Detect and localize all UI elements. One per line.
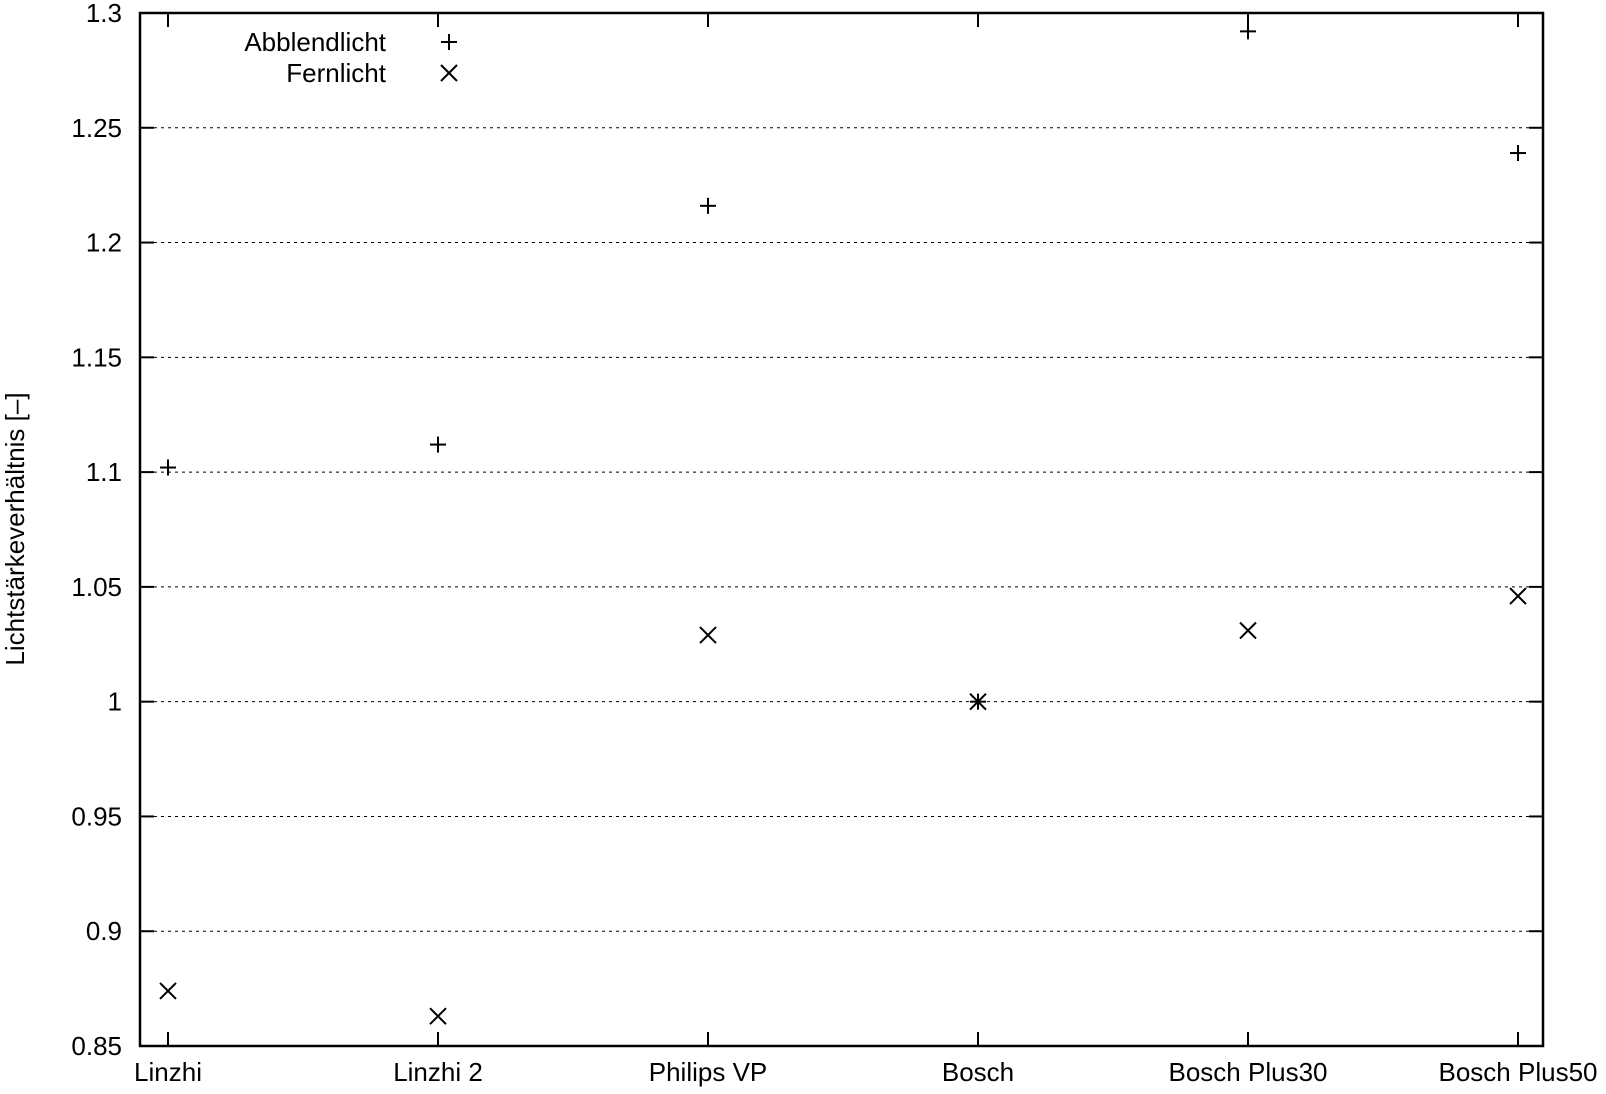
y-tick-label: 0.85	[71, 1031, 122, 1061]
data-point-abblendlicht	[700, 197, 716, 214]
legend-marker-fernlicht	[440, 64, 458, 82]
y-tick-label: 0.9	[86, 916, 122, 946]
x-tick-label: Philips VP	[649, 1057, 768, 1087]
x-tick-label: Linzhi	[134, 1057, 202, 1087]
data-point-fernlicht	[159, 982, 177, 1000]
y-tick-label: 1.15	[71, 342, 122, 372]
x-tick-label: Bosch	[942, 1057, 1014, 1087]
y-axis-title: Lichtstärkeverhältnis [–]	[0, 392, 30, 665]
data-point-fernlicht	[1509, 587, 1527, 605]
y-tick-label: 1.3	[86, 0, 122, 28]
legend-marker-abblendlicht	[441, 34, 457, 50]
data-point-fernlicht	[429, 1007, 447, 1025]
data-point-fernlicht	[1239, 621, 1257, 640]
legend-label-abblendlicht: Abblendlicht	[244, 27, 386, 57]
y-tick-label: 1	[108, 687, 122, 717]
y-tick-label: 1.25	[71, 113, 122, 143]
data-point-abblendlicht	[430, 436, 446, 453]
data-points	[159, 23, 1527, 1025]
y-tick-label: 0.95	[71, 801, 122, 831]
y-tick-label: 1.2	[86, 228, 122, 258]
data-point-abblendlicht	[160, 459, 176, 476]
x-tick-label: Bosch Plus50	[1439, 1057, 1598, 1087]
plot-frame	[138, 11, 1545, 1048]
data-point-fernlicht	[969, 692, 987, 711]
x-tick-label: Bosch Plus30	[1169, 1057, 1328, 1087]
grid-lines	[140, 127, 1543, 932]
y-tick-label: 1.1	[86, 457, 122, 487]
data-point-abblendlicht	[1510, 145, 1526, 162]
x-tick-label: Linzhi 2	[393, 1057, 483, 1087]
x-axis: Linzhi Linzhi 2 Philips VP Bosch Bosch Plus3…	[134, 13, 1597, 1087]
data-point-fernlicht	[699, 626, 717, 644]
y-axis: 0.85 0.9 0.95 1 1.05 1.1 1.15 1.2 1.25 1.3	[71, 0, 1543, 1061]
data-point-abblendlicht	[1240, 23, 1256, 40]
legend-label-fernlicht: Fernlicht	[286, 58, 386, 88]
y-tick-label: 1.05	[71, 572, 122, 602]
